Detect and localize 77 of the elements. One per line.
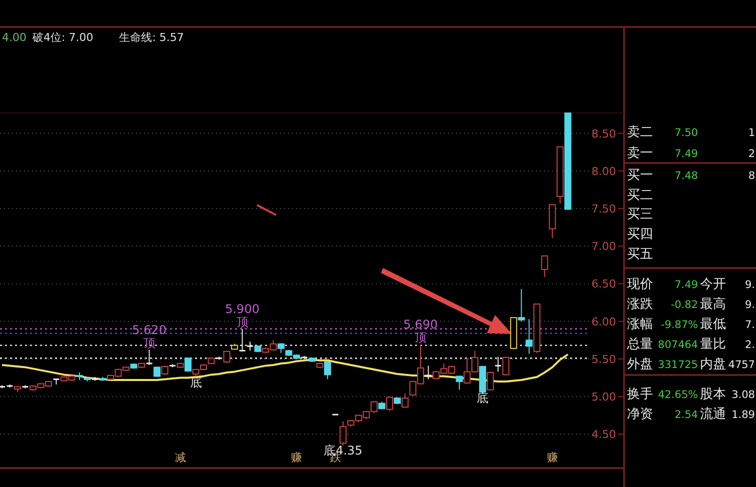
annotation: 顶 [236, 314, 248, 329]
x-tick-label: 减 [174, 451, 186, 464]
annotation: 底 [190, 376, 202, 390]
text: 2 [748, 148, 755, 160]
text: 7.50 [674, 127, 698, 139]
annotation: 顶 [143, 336, 156, 350]
text: 1 [748, 127, 755, 139]
candlestick [386, 396, 394, 412]
candlestick [340, 420, 347, 446]
category-label: 换手 [627, 387, 653, 402]
text: -9.87% [660, 319, 698, 331]
candlestick [424, 365, 432, 380]
text: 42.65% [658, 389, 698, 401]
category-label: 卖一 [627, 146, 653, 161]
category-label: 涨幅 [627, 317, 653, 332]
y-tick-label: 6.00 [592, 315, 616, 328]
category-label: 总量 [626, 337, 653, 352]
candlestick [278, 342, 285, 354]
annotation: 顶 [414, 330, 427, 345]
text: 7. [744, 319, 755, 331]
text: 股本 [700, 387, 726, 402]
y-tick-label: 8.50 [592, 127, 616, 140]
candlestick [526, 318, 533, 354]
text: 8 [748, 170, 755, 182]
text: 4.00 [2, 31, 26, 44]
category-label: 净资 [627, 407, 653, 422]
y-tick-label: 5.00 [592, 390, 616, 404]
text: 9. [744, 299, 755, 311]
text: 7.49 [674, 279, 698, 291]
candlestick [324, 360, 332, 380]
text: 内盘 [700, 357, 726, 372]
y-tick-label: 6.50 [592, 278, 616, 291]
candlestick [518, 288, 525, 322]
candlestick [502, 356, 510, 376]
x-tick-label: 赚 [291, 451, 302, 464]
text: 4757 [728, 359, 755, 371]
category-label: 买三 [627, 207, 653, 222]
annotation: 5.620 [132, 322, 166, 337]
text: 9. [744, 279, 755, 291]
text: -0.82 [670, 299, 698, 311]
candlestick [486, 371, 494, 392]
category-label: 买五 [627, 247, 653, 262]
text: 2. [744, 339, 755, 351]
category-label: 涨跌 [627, 297, 653, 312]
text: 7.49 [674, 148, 698, 160]
text: 7.48 [674, 170, 698, 182]
category-label: 买二 [627, 188, 653, 203]
text: 破4位: 7.00 [32, 31, 94, 44]
text: 331725 [658, 359, 698, 371]
annotation: 5.690 [403, 318, 438, 332]
text: 807464 [658, 339, 698, 351]
category-label: 买一 [627, 168, 653, 183]
text: 最低 [700, 317, 726, 332]
text: 3.08 [732, 389, 755, 401]
text: 最高 [700, 297, 726, 312]
text: 量比 [700, 337, 726, 352]
annotation: 底 [476, 390, 489, 405]
text: 2.54 [674, 409, 698, 421]
category-label: 卖二 [627, 125, 653, 140]
text: 1.89 [732, 409, 755, 421]
candlestick [541, 255, 548, 278]
x-tick-label: 赚 [546, 451, 558, 464]
text: 生命线: 5.57 [119, 31, 184, 44]
candlestick [402, 393, 409, 408]
y-tick-label: 5.50 [592, 352, 616, 366]
category-label: 外盘 [627, 357, 653, 372]
y-tick-label: 4.50 [592, 428, 616, 442]
y-tick-label: 8.00 [592, 164, 616, 178]
candlestick [456, 374, 463, 390]
category-label: 现价 [627, 277, 653, 292]
category-label: 买四 [627, 227, 653, 242]
text: 今开 [700, 277, 726, 292]
candlestick [223, 350, 230, 364]
y-tick-label: 7.50 [592, 202, 616, 216]
annotation: 5.900 [225, 302, 260, 316]
y-tick-label: 7.00 [592, 240, 616, 254]
text: 流通 [700, 407, 726, 422]
